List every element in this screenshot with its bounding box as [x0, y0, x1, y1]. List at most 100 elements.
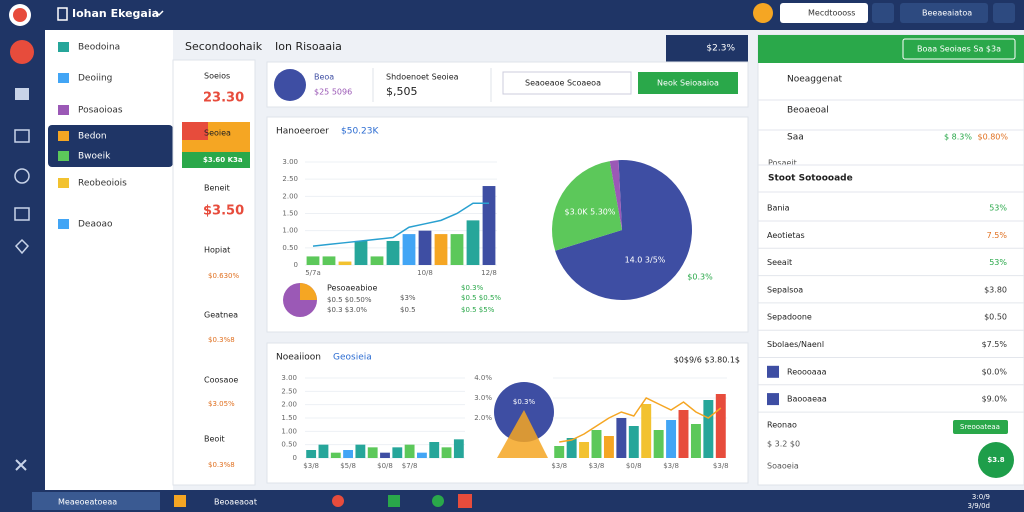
taskbar: [0, 490, 1024, 512]
tile-value: $0.3%8: [208, 336, 235, 344]
taskbar-icon[interactable]: [432, 495, 444, 507]
nav-icon[interactable]: [58, 105, 69, 115]
pie-label: 14.0 3/5%: [625, 256, 666, 265]
nav-item[interactable]: Beodoina: [78, 43, 120, 53]
row-icon: [767, 393, 779, 406]
sidebar-icon[interactable]: [14, 129, 30, 143]
bar: [370, 256, 384, 265]
y-tick-label: 3.00: [282, 158, 298, 166]
footer-line: $ 3.2 $0: [767, 440, 800, 449]
sidebar-icon[interactable]: [14, 238, 30, 255]
footer-line: Soaoeia: [767, 462, 799, 471]
card-title: Hanoeeroer: [276, 127, 329, 137]
bar: [354, 240, 368, 265]
item-label: Saa: [787, 133, 804, 143]
x-tick-label: 10/8: [417, 269, 433, 277]
summary-amount: $25 5096: [314, 88, 352, 97]
nav-item[interactable]: Deaoao: [78, 220, 113, 230]
footer-button[interactable]: [953, 420, 1008, 434]
x-tick-label: $0/8: [377, 462, 393, 470]
page-title: Secondoohaik: [185, 40, 263, 53]
section-title[interactable]: Noeaggenat: [787, 75, 842, 85]
dropdown-text[interactable]: Seaoeaoe Scoaeoa: [525, 79, 601, 88]
row-icon: [767, 365, 779, 378]
card-value: $50.23K: [341, 127, 379, 137]
account-text[interactable]: Beeaeaiatoa: [922, 9, 972, 18]
icon-button[interactable]: [872, 3, 894, 23]
sidebar-icon[interactable]: [15, 459, 27, 471]
taskbar-icon[interactable]: [174, 495, 186, 507]
summary-label: Shdoenoet Seoiea: [386, 73, 459, 82]
sidebar-icon[interactable]: [10, 40, 34, 64]
row-label: Sepadoone: [767, 313, 812, 322]
nav-item[interactable]: Reobeoiois: [78, 179, 127, 189]
search-box[interactable]: [780, 3, 868, 23]
row-value: $0.50: [984, 313, 1007, 322]
section-title[interactable]: Beoaeoal: [787, 106, 829, 116]
sidebar-icon[interactable]: [14, 207, 30, 221]
nav-icon[interactable]: [58, 178, 69, 188]
nav-icon[interactable]: [58, 131, 69, 141]
nav-icon[interactable]: [58, 42, 69, 52]
row-label: Aeotietas: [767, 231, 805, 240]
bar: [355, 444, 366, 458]
nav-item[interactable]: Bedon: [78, 132, 107, 142]
y-tick-label: 0.50: [282, 244, 298, 252]
nav-icon[interactable]: [58, 219, 69, 229]
nav-item[interactable]: Posaoioas: [78, 106, 123, 116]
right-button-text[interactable]: Boaa Seoiaes Sa $3a: [917, 45, 1001, 54]
footer-button-text[interactable]: Sreooateaa: [960, 423, 1000, 431]
bar: [306, 256, 320, 265]
row-value: 53%: [989, 258, 1007, 267]
sidebar-icon[interactable]: [15, 88, 29, 100]
legend-text: $0.5 $0.5%: [461, 294, 501, 302]
pie-slice: [552, 161, 622, 251]
fab-label[interactable]: $3.8: [987, 456, 1004, 464]
primary-button[interactable]: [638, 72, 738, 94]
taskbar-app[interactable]: [32, 492, 160, 510]
tile-label: Beneit: [204, 184, 230, 193]
nav-item[interactable]: Bwoeik: [78, 152, 111, 162]
search-text[interactable]: Mecdtoooss: [808, 9, 855, 18]
button-text[interactable]: Neok Seioaaioa: [657, 79, 719, 88]
nav-icon[interactable]: [58, 151, 69, 161]
row-value: $9.0%: [982, 395, 1008, 404]
taskbar-app-text[interactable]: Beoaeaoat: [214, 498, 257, 507]
doc-icon: [57, 7, 68, 21]
right-button[interactable]: [902, 38, 1016, 60]
tile-label: Seoiea: [204, 129, 231, 138]
row-value: $0.0%: [982, 367, 1008, 376]
fab[interactable]: [978, 442, 1014, 478]
item-value: $ 8.3%: [944, 133, 972, 142]
avatar[interactable]: [753, 3, 773, 23]
bar: [417, 452, 427, 458]
taskbar-icon[interactable]: [388, 495, 400, 507]
taskbar-app-text[interactable]: Meaeoeatoeaa: [58, 498, 117, 507]
group-title[interactable]: Stoot Sotoooade: [768, 174, 853, 184]
sidebar-icon[interactable]: [14, 168, 30, 184]
nav-item[interactable]: Deoiing: [78, 74, 112, 84]
bar: [392, 447, 403, 458]
pie-label: $3.0K 5.30%: [564, 208, 615, 217]
bar: [322, 256, 336, 265]
legend-text: $0.5: [400, 306, 416, 314]
tile-label: Beoit: [204, 435, 225, 444]
row-label: Seeait: [767, 258, 792, 267]
tile-value: $0.3%8: [208, 461, 235, 469]
badge-text[interactable]: $2.3%: [706, 44, 735, 54]
account-button[interactable]: [900, 3, 988, 23]
badge[interactable]: [666, 35, 748, 62]
taskbar-icon[interactable]: [332, 495, 344, 507]
taskbar-icon[interactable]: [458, 494, 472, 508]
chevron[interactable]: [154, 10, 164, 17]
bar: [318, 444, 329, 458]
pie-slice: [555, 160, 693, 300]
x-tick-label: $0/8: [626, 462, 642, 470]
bar: [703, 400, 714, 458]
nav-icon[interactable]: [58, 73, 69, 83]
y-tick-label: 0: [294, 261, 298, 269]
dropdown[interactable]: [502, 71, 632, 95]
card-title: Noeaiioon: [276, 353, 321, 363]
y-tick-label: 0: [293, 454, 297, 462]
icon-button[interactable]: [993, 3, 1015, 23]
